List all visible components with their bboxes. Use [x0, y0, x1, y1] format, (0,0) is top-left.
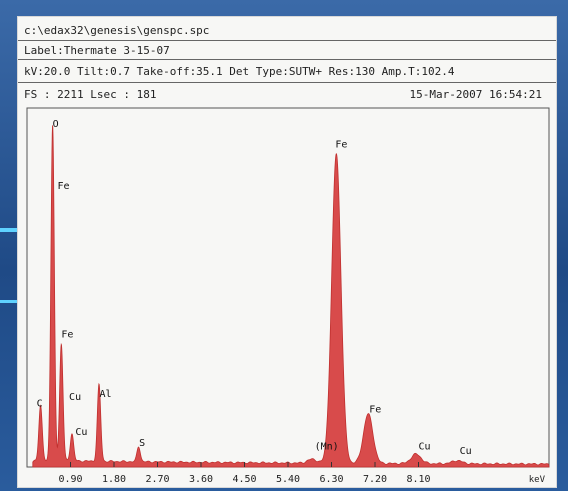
decor-stripe [0, 228, 22, 232]
x-tick-label: 1.80 [102, 474, 126, 485]
eds-spectrum-chart: 0.90 1.80 2.70 3.60 4.50 5.40 6.30 7.20 8.10 keV O… [26, 107, 550, 485]
x-tick-label: 4.50 [232, 474, 256, 485]
peak-label: Fe [57, 181, 69, 192]
peak-label: Fe [335, 140, 347, 151]
x-axis-label: keV [529, 475, 546, 485]
spectrum-area [32, 125, 550, 468]
acquisition-params: kV:20.0 Tilt:0.7 Take-off:35.1 Det Type:… [18, 60, 556, 83]
x-tick-label: 3.60 [189, 474, 213, 485]
peak-label: Cu [419, 441, 431, 452]
x-tick-label: 8.10 [406, 474, 430, 485]
peak-label: O [53, 119, 59, 130]
x-tick-label: 6.30 [319, 474, 343, 485]
file-path: c:\edax32\genesis\genspc.spc [18, 21, 556, 41]
x-tick-label: 5.40 [276, 474, 300, 485]
x-tick-label: 0.90 [58, 474, 82, 485]
acquisition-datetime: 15-Mar-2007 16:54:21 [409, 88, 542, 101]
peak-label: (Mn) [315, 441, 339, 452]
plot-frame [26, 107, 550, 468]
x-tick-label: 2.70 [145, 474, 169, 485]
peak-label: Cu [75, 427, 87, 438]
peak-label: C [37, 398, 43, 409]
peak-label: Fe [61, 330, 73, 341]
full-scale-info: FS : 2211 Lsec : 181 [24, 88, 157, 101]
sample-label: Label:Thermate 3-15-07 [18, 41, 556, 60]
peak-label: S [139, 438, 145, 449]
fs-row: FS : 2211 Lsec : 181 15-Mar-2007 16:54:2… [18, 83, 556, 107]
spectrum-document: c:\edax32\genesis\genspc.spc Label:Therm… [17, 16, 557, 488]
peak-label: Cu [460, 446, 472, 457]
decor-stripe [0, 300, 22, 303]
peak-label: Cu [69, 392, 81, 403]
x-tick-label: 7.20 [363, 474, 387, 485]
peak-label: Fe [369, 405, 381, 416]
peak-label: Al [100, 389, 112, 400]
